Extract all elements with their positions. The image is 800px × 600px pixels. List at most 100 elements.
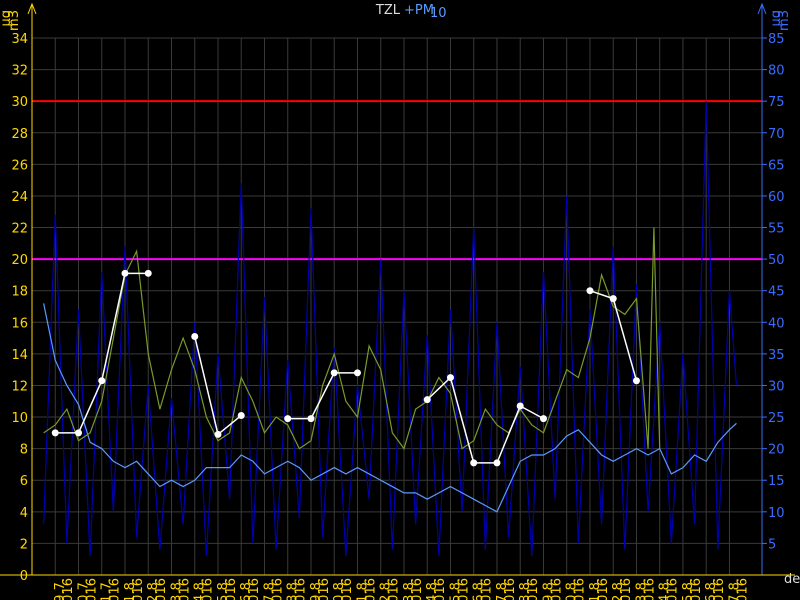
series-line (43, 227, 661, 450)
daily-point (586, 287, 594, 295)
x-year-label: 2016 (526, 578, 541, 600)
y-tick-label: 32 (11, 64, 28, 79)
x-year-label: 2016 (619, 578, 634, 600)
x-year-label: 2016 (61, 578, 76, 600)
y-tick-label: 0 (20, 569, 28, 584)
x-year-label: 2016 (456, 578, 471, 600)
series-line (43, 101, 738, 557)
daily-point (51, 429, 59, 437)
x-tick-label: 4.8. (193, 578, 208, 600)
daily-point (539, 415, 547, 423)
y-unit: m3 (7, 10, 22, 31)
x-year-label: 2016 (131, 578, 146, 600)
y-tick-label: 6 (20, 474, 28, 489)
x-tick-label: 9.8. (309, 578, 324, 600)
x-tick-label: 22.8. (611, 578, 626, 600)
x-tick-label: 10.8. (332, 578, 347, 600)
x-tick-label: 3.8. (169, 578, 184, 600)
y2-tick-label: 80 (768, 64, 785, 79)
title-extra: +PM (404, 3, 434, 18)
x-tick-label: 26.8. (704, 578, 719, 600)
x-tick-label: 21.8. (588, 578, 603, 600)
y-tick-label: 22 (11, 222, 28, 237)
x-year-label: 2016 (224, 578, 239, 600)
x-year-label: 2016 (247, 578, 262, 600)
x-tick-label: 31.7. (100, 578, 115, 600)
daily-point (98, 377, 106, 385)
x-year-label: 2016 (596, 578, 611, 600)
x-year-label: 2016 (503, 578, 518, 600)
x-tick-label: 17.8. (495, 578, 510, 600)
daily-point (214, 430, 222, 438)
x-tick-label: 5.8. (216, 578, 231, 600)
y2-unit: µg (769, 10, 784, 27)
title-sub: 10 (430, 6, 447, 21)
x-tick-label: 11.8. (355, 578, 370, 600)
daily-point (284, 415, 292, 423)
x-tick-label: 23.8. (634, 578, 649, 600)
x-year-label: 2016 (642, 578, 657, 600)
x-year-label: 2016 (317, 578, 332, 600)
y-tick-label: 4 (20, 506, 28, 521)
y2-tick-label: 75 (768, 95, 785, 110)
x-tick-label: 8.8. (286, 578, 301, 600)
x-year-label: 2016 (363, 578, 378, 600)
daily-point (632, 377, 640, 385)
daily-point (237, 411, 245, 419)
x-year-label: 2016 (201, 578, 216, 600)
y2-tick-label: 40 (768, 316, 785, 331)
x-year-label: 2016 (573, 578, 588, 600)
y2-tick-label: 70 (768, 127, 785, 142)
x-tick-label: 7.8. (262, 578, 277, 600)
x-tick-label: 24.8. (658, 578, 673, 600)
y2-tick-label: 65 (768, 158, 785, 173)
x-tick-label: 18.8. (518, 578, 533, 600)
x-tick-label: 30.7. (76, 578, 91, 600)
y2-tick-label: 10 (768, 506, 785, 521)
y2-tick-label: 55 (768, 222, 785, 237)
x-unit: den (784, 572, 800, 587)
daily-point (191, 333, 199, 341)
y-tick-label: 24 (11, 190, 28, 205)
series-line (43, 303, 737, 513)
x-year-label: 2016 (108, 578, 123, 600)
x-year-label: 2016 (294, 578, 309, 600)
x-year-label: 2016 (270, 578, 285, 600)
daily-point (330, 369, 338, 377)
daily-point (353, 369, 361, 377)
y-tick-label: 12 (11, 379, 28, 394)
daily-point (144, 269, 152, 277)
y-tick-label: 16 (11, 316, 28, 331)
x-tick-label: 6.8. (239, 578, 254, 600)
y-tick-label: 10 (11, 411, 28, 426)
x-year-label: 2016 (480, 578, 495, 600)
chart-title: TZL (375, 3, 401, 18)
x-year-label: 2016 (387, 578, 402, 600)
daily-point (423, 396, 431, 404)
y2-tick-label: 60 (768, 190, 785, 205)
x-tick-label: 25.8. (681, 578, 696, 600)
y-tick-label: 20 (11, 253, 28, 268)
daily-point (470, 459, 478, 467)
y2-tick-label: 25 (768, 411, 785, 426)
y2-tick-label: 30 (768, 379, 785, 394)
y-tick-label: 34 (11, 32, 28, 47)
daily-point (516, 402, 524, 410)
y-tick-label: 28 (11, 127, 28, 142)
y2-tick-label: 15 (768, 474, 785, 489)
x-year-label: 2016 (712, 578, 727, 600)
x-year-label: 2016 (689, 578, 704, 600)
y2-unit: m3 (777, 10, 792, 31)
x-tick-label: 15.8. (448, 578, 463, 600)
x-year-label: 2016 (410, 578, 425, 600)
daily-point (446, 374, 454, 382)
y2-axis-arrow (757, 2, 767, 15)
y2-tick-label: 50 (768, 253, 785, 268)
x-year-label: 2016 (549, 578, 564, 600)
y-tick-label: 30 (11, 95, 28, 110)
y2-tick-label: 85 (768, 32, 785, 47)
x-tick-label: 14.8. (425, 578, 440, 600)
x-year-label: 2016 (154, 578, 169, 600)
